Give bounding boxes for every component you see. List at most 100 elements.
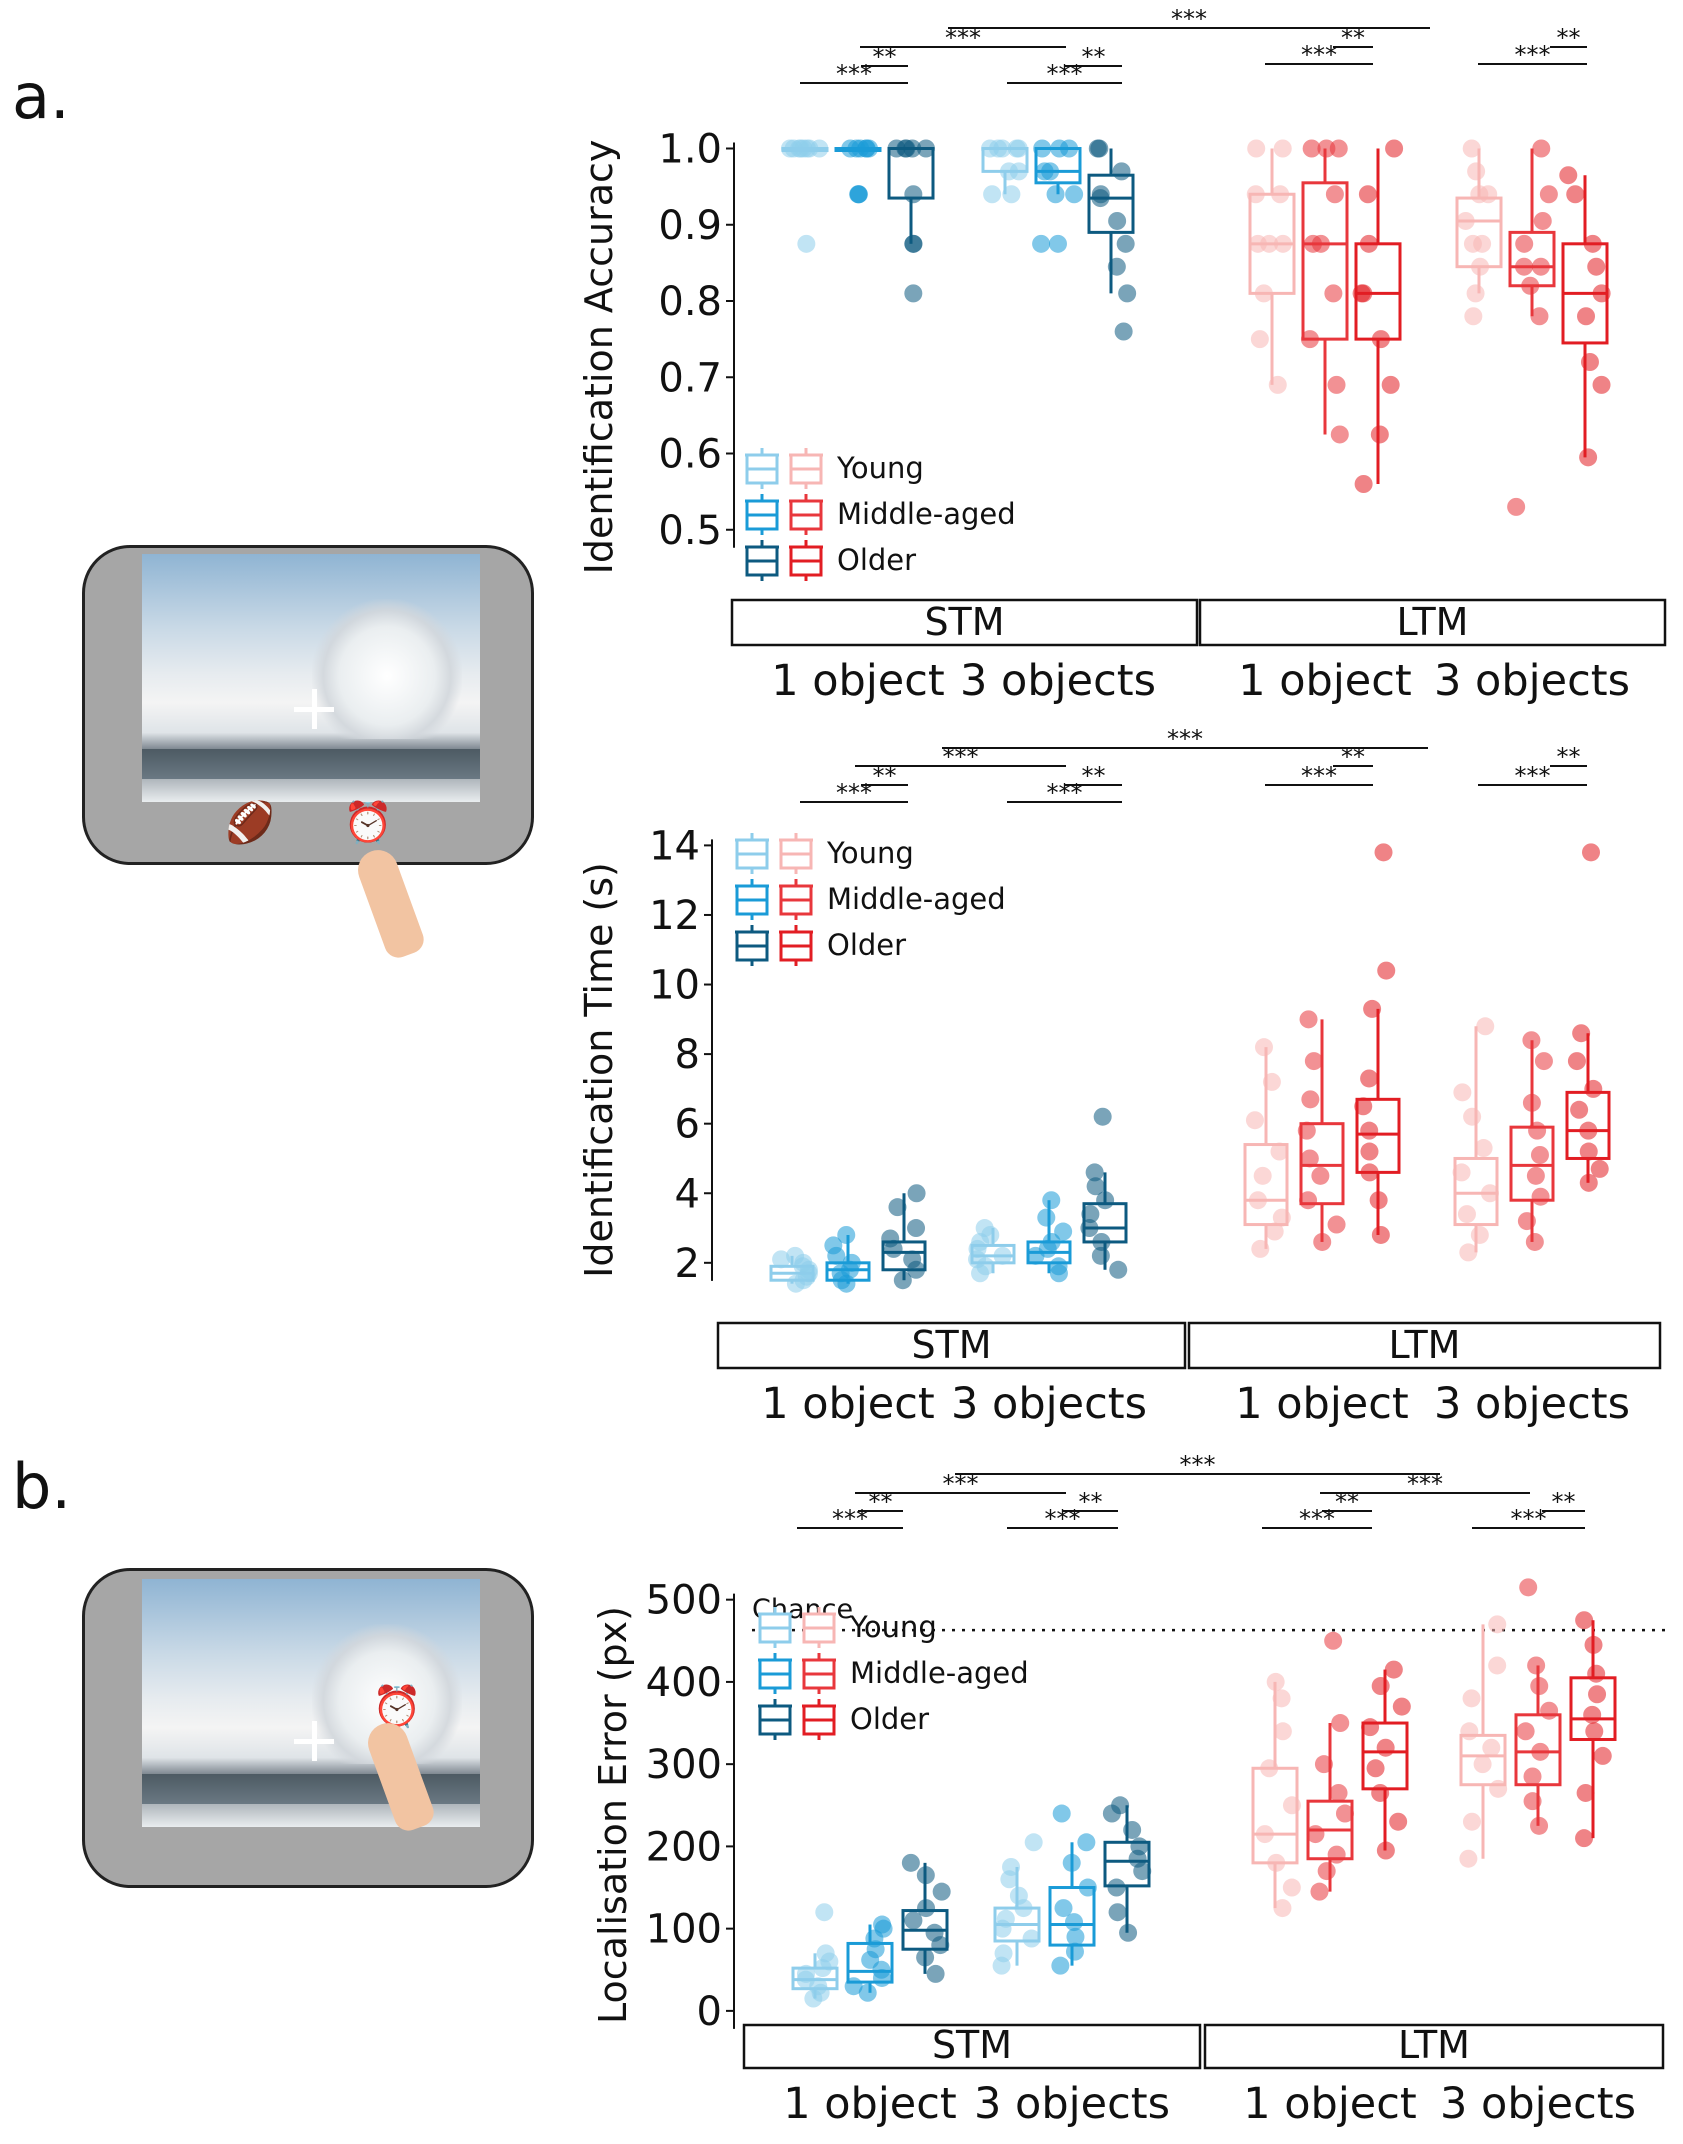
y-tick-label: 300 [646, 1742, 722, 1788]
data-point [1325, 185, 1344, 204]
data-point [1392, 1697, 1411, 1716]
data-point [1086, 1177, 1105, 1196]
significance-stars: ** [873, 43, 897, 71]
data-point [1118, 284, 1137, 303]
data-point [1462, 1689, 1481, 1708]
condition-label: 3 objects [951, 1379, 1147, 1429]
data-point [1037, 1208, 1056, 1227]
facet-label-stm: STM [924, 600, 1004, 644]
data-point [1107, 1878, 1126, 1897]
y-tick-label: 0.6 [658, 432, 722, 478]
significance-stars: *** [1171, 5, 1207, 33]
panel-label-a: a. [12, 60, 70, 133]
significance-stars: *** [945, 24, 981, 52]
data-point [1270, 1142, 1289, 1161]
box-older [1565, 1090, 1611, 1160]
legend-label-young: Young [836, 451, 924, 485]
facet-label-ltm: LTM [1389, 1323, 1461, 1367]
panel-label-b: b. [12, 1450, 72, 1523]
data-point [1460, 1722, 1479, 1741]
facet-strip-stm [716, 1321, 1187, 1370]
snowy-trees [312, 599, 462, 739]
data-point [1314, 1755, 1333, 1774]
facet-label-ltm: LTM [1398, 2023, 1470, 2067]
snow-scene-image [142, 554, 480, 802]
y-tick-label: 400 [646, 1660, 722, 1706]
data-point [837, 1225, 856, 1244]
y-tick-label: 6 [675, 1102, 700, 1148]
data-point [1329, 139, 1348, 158]
condition-label: 1 object [783, 2079, 957, 2129]
data-point [1466, 284, 1485, 303]
data-point [1324, 284, 1343, 303]
data-point [1111, 1796, 1130, 1815]
data-point [983, 185, 1002, 204]
data-point [772, 1250, 791, 1269]
data-point [1116, 234, 1135, 253]
facet-label-ltm: LTM [1397, 600, 1469, 644]
box-older [1087, 173, 1135, 234]
data-point [1519, 1578, 1538, 1597]
data-point [1530, 1145, 1549, 1164]
significance-stars: ** [1341, 24, 1365, 52]
tablet-device-b: ⏰ [82, 1568, 534, 1888]
data-point [1531, 1187, 1550, 1206]
data-point [888, 1198, 907, 1217]
american-football-icon[interactable]: 🏈 [225, 800, 275, 846]
data-point [1273, 1899, 1292, 1918]
significance-stars: *** [1511, 1505, 1547, 1533]
data-point [815, 1903, 834, 1922]
data-point [1299, 1010, 1318, 1029]
data-point [925, 1923, 944, 1942]
fixation-cross-icon [294, 689, 334, 729]
significance-stars: ** [1079, 1488, 1103, 1516]
data-point [1389, 1812, 1408, 1831]
condition-label: 1 object [1243, 2079, 1417, 2129]
box-middle-aged [1299, 1122, 1345, 1206]
data-point [901, 1853, 920, 1872]
condition-label: 1 object [1238, 656, 1412, 706]
data-point [1587, 1664, 1606, 1683]
box-older [1355, 1097, 1401, 1174]
data-point [1381, 375, 1400, 394]
box-young [1251, 1766, 1299, 1865]
data-point [1370, 425, 1389, 444]
facet-strip-ltm [1203, 2023, 1665, 2070]
data-point [1385, 139, 1404, 158]
data-point [1540, 1701, 1559, 1720]
data-point [1250, 330, 1269, 349]
box-middle-aged [846, 1941, 894, 1984]
data-point [1022, 1929, 1041, 1948]
significance-stars: *** [836, 779, 872, 807]
data-point [932, 1882, 951, 1901]
data-point [1559, 166, 1578, 185]
box-young [970, 1243, 1016, 1265]
data-point [1374, 843, 1393, 862]
data-point [1464, 307, 1483, 326]
data-point [873, 1915, 892, 1934]
data-point [1253, 1166, 1272, 1185]
data-point [1032, 234, 1051, 253]
data-point [994, 1944, 1013, 1963]
data-point [1577, 307, 1596, 326]
data-point [1482, 1738, 1501, 1757]
data-point [1024, 1833, 1043, 1852]
facet-label-stm: STM [932, 2023, 1012, 2067]
data-point [1534, 1052, 1553, 1071]
alarm-clock-icon[interactable]: ⏰ [343, 800, 393, 846]
data-point [1329, 1783, 1348, 1802]
legend-label-young: Young [849, 1610, 937, 1644]
alarm-clock-icon[interactable]: ⏰ [372, 1684, 422, 1730]
chart-1: 0.5 0.6 0.7 0.8 0.9 1.0 Identification Accurac… [577, 5, 1667, 706]
legend-label-older: Older [827, 928, 906, 962]
data-point [1301, 1090, 1320, 1109]
y-tick-label: 0.5 [658, 508, 722, 554]
data-point [1009, 1886, 1028, 1905]
data-point [1108, 1903, 1127, 1922]
y-tick-label: 0.9 [658, 203, 722, 249]
significance-stars: ** [1082, 762, 1106, 790]
y-tick-label: 2 [675, 1241, 700, 1287]
data-point [1065, 1913, 1084, 1932]
significance-stars: *** [1407, 1470, 1443, 1498]
chart-2: 2 4 6 8 10 12 14 Identification Time (s) STM LTM 1… [577, 725, 1662, 1429]
